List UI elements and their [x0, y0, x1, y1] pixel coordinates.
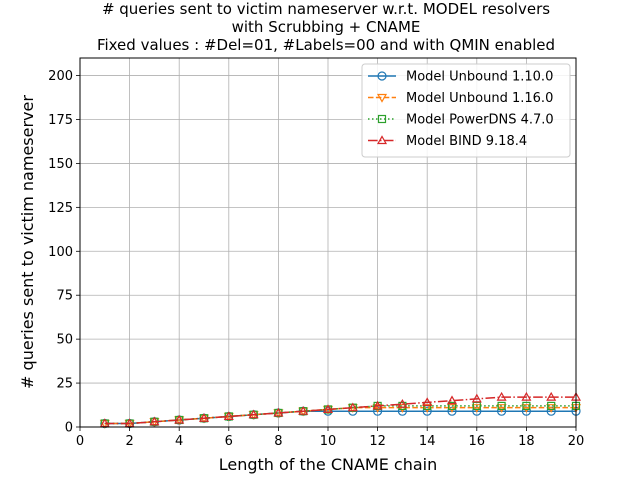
- series-3-point-18: [546, 391, 557, 401]
- y-tick-label-7: 175: [48, 113, 73, 128]
- legend-label-1: Model Unbound 1.16.0: [406, 91, 553, 106]
- x-tick-label-3: 6: [225, 434, 233, 449]
- legend-marker-2: [377, 114, 387, 124]
- y-tick-label-3: 75: [56, 289, 73, 304]
- series-1-point-15: [471, 404, 482, 413]
- series-0-point-13: [422, 406, 432, 416]
- chart-title-line-1: # queries sent to victim nameserver w.r.…: [102, 0, 550, 18]
- series-3-point-15: [471, 393, 482, 403]
- chart-title: # queries sent to victim nameserver w.r.…: [97, 0, 555, 54]
- x-tick-label-10: 20: [568, 434, 585, 449]
- y-tick-label-5: 125: [48, 201, 73, 216]
- series-1-point-14: [446, 404, 458, 413]
- series-3-point-13: [422, 397, 433, 406]
- series-1-point-18: [546, 404, 557, 413]
- x-tick-label-1: 2: [125, 434, 133, 449]
- series-3-point-4: [198, 413, 210, 422]
- series-1-point-16: [496, 404, 507, 413]
- x-tick-label-4: 8: [274, 434, 282, 449]
- x-tick-label-2: 4: [175, 434, 183, 449]
- y-tick-label-0: 0: [65, 421, 73, 436]
- y-axis-label: # queries sent to victim nameserver: [18, 95, 37, 389]
- legend-marker-0: [377, 71, 387, 81]
- legend-marker-1: [376, 93, 388, 103]
- chart-title-line-3: Fixed values : #Del=01, #Labels=00 and w…: [97, 36, 555, 54]
- series-3-point-8: [298, 405, 309, 415]
- legend-label-3: Model BIND 9.18.4: [406, 134, 527, 149]
- x-tick-label-6: 12: [369, 434, 386, 449]
- series-2-point-17: [522, 401, 531, 411]
- series-3-point-6: [248, 409, 259, 419]
- y-tick-label-1: 25: [56, 377, 73, 392]
- x-axis-label: Length of the CNAME chain: [219, 455, 438, 474]
- series-3-point-11: [372, 400, 383, 410]
- series-3-point-2: [149, 416, 160, 426]
- series-layer: [99, 391, 582, 429]
- legend: Model Unbound 1.10.0 Model Unbound 1.16.0…: [361, 63, 571, 158]
- y-tick-label-2: 50: [56, 333, 73, 348]
- series-3-point-0: [99, 418, 110, 428]
- series-2-point-14: [447, 401, 457, 411]
- legend-label-0: Model Unbound 1.10.0: [406, 70, 553, 85]
- chart-title-line-2: with Scrubbing + CNAME: [232, 18, 421, 36]
- series-3-point-17: [521, 391, 532, 401]
- series-2-point-18: [547, 401, 556, 411]
- series-3-point-5: [223, 411, 234, 421]
- x-tick-label-5: 10: [320, 434, 337, 449]
- series-line-2: [104, 405, 576, 425]
- legend-marker-3: [376, 135, 388, 145]
- x-tick-label-7: 14: [419, 434, 436, 449]
- x-tick-label-0: 0: [76, 434, 84, 449]
- legend-box: [361, 63, 571, 158]
- series-3-point-9: [322, 404, 334, 414]
- y-tick-label-6: 150: [48, 157, 73, 172]
- series-1-point-17: [521, 404, 532, 413]
- series-3: [99, 391, 582, 428]
- series-3-point-1: [124, 418, 135, 428]
- series-3-point-12: [397, 398, 408, 408]
- series-3-point-14: [446, 395, 458, 405]
- x-tick-label-8: 16: [469, 434, 486, 449]
- series-3-point-16: [496, 391, 507, 401]
- series-1-point-11: [372, 404, 383, 413]
- series-2-point-16: [497, 401, 506, 411]
- series-3-point-7: [273, 407, 284, 417]
- series-3-point-3: [174, 414, 185, 424]
- y-tick-label-8: 200: [48, 69, 73, 84]
- x-tick-label-9: 18: [518, 434, 535, 449]
- y-tick-label-4: 100: [48, 245, 73, 260]
- series-3-point-10: [347, 402, 358, 412]
- series-1-point-13: [422, 404, 433, 413]
- legend-label-2: Model PowerDNS 4.7.0: [406, 113, 554, 128]
